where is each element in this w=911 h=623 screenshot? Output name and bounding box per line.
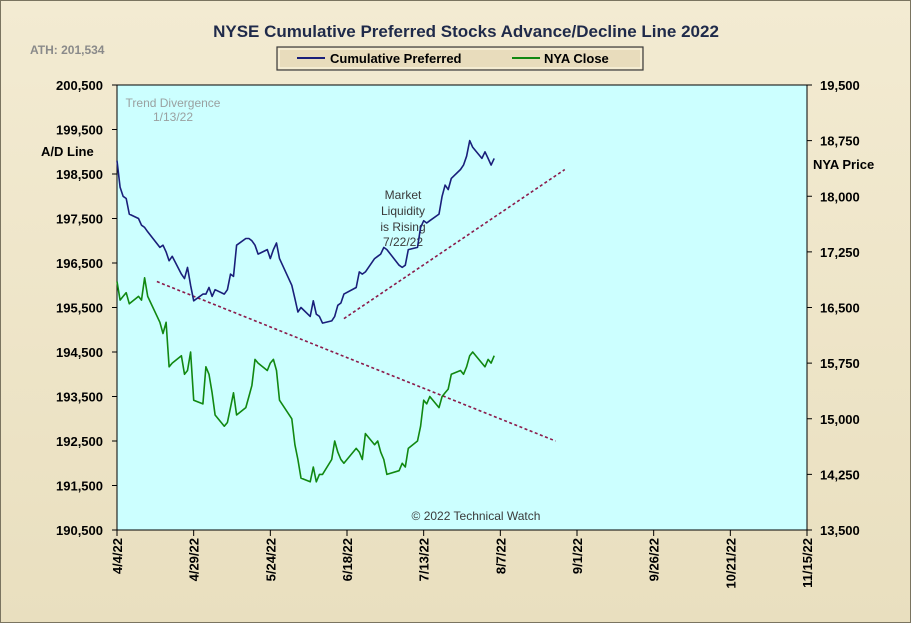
left-tick-label: 194,500 [56, 345, 103, 360]
trendline-liquidity [343, 168, 566, 320]
annotation-line: Trend Divergence [126, 96, 221, 110]
right-tick-label: 14,250 [820, 467, 860, 482]
right-tick-label: 18,750 [820, 134, 860, 149]
trendline-divergence [156, 280, 556, 442]
left-tick-label: 195,500 [56, 301, 103, 316]
annotation-line: Market [385, 188, 422, 202]
annotation-trend-divergence: Trend Divergence 1/13/22 [126, 96, 221, 124]
left-tick-label: 200,500 [56, 78, 103, 93]
right-tick-label: 15,000 [820, 412, 860, 427]
x-axis: 4/4/22 4/29/22 5/24/22 6/18/22 7/13/22 8/7/22… [110, 530, 815, 589]
left-tick-label: 196,500 [56, 256, 103, 271]
right-tick-label: 18,000 [820, 189, 860, 204]
chart-title: NYSE Cumulative Preferred Stocks Advance… [213, 22, 719, 41]
x-tick-label: 5/24/22 [263, 538, 278, 581]
legend: Cumulative Preferred NYA Close [276, 46, 644, 71]
series-line-nya-close [116, 276, 495, 483]
left-tick-label: 199,500 [56, 123, 103, 138]
ath-label: ATH: 201,534 [30, 43, 105, 57]
annotation-line: 1/13/22 [153, 110, 193, 124]
annotation-market-liquidity: Market Liquidity is Rising 7/22/22 [380, 188, 425, 249]
right-tick-label: 17,250 [820, 245, 860, 260]
series-line-cumulative-preferred [116, 139, 495, 324]
x-tick-label: 4/4/22 [110, 538, 125, 574]
legend-label-nya: NYA Close [544, 51, 609, 66]
trendlines [156, 168, 566, 442]
left-axis-label: A/D Line [41, 144, 94, 159]
left-tick-label: 198,500 [56, 167, 103, 182]
left-axis: 200,500 199,500 198,500 197,500 196,500 195,5… [56, 78, 117, 538]
left-tick-label: 197,500 [56, 212, 103, 227]
right-tick-label: 16,500 [820, 301, 860, 316]
left-tick-label: 192,500 [56, 434, 103, 449]
legend-label-cumulative: Cumulative Preferred [330, 51, 462, 66]
right-axis-label: NYA Price [813, 157, 874, 172]
right-tick-label: 15,750 [820, 356, 860, 371]
plot-area [116, 84, 808, 531]
left-tick-label: 191,500 [56, 479, 103, 494]
x-tick-label: 9/1/22 [570, 538, 585, 574]
right-tick-label: 19,500 [820, 78, 860, 93]
left-tick-label: 190,500 [56, 523, 103, 538]
copyright-label: © 2022 Technical Watch [412, 509, 541, 523]
x-tick-label: 4/29/22 [187, 538, 202, 581]
series-lines [116, 139, 495, 483]
left-tick-label: 193,500 [56, 390, 103, 405]
x-tick-label: 9/26/22 [647, 538, 662, 581]
annotation-line: is Rising [380, 220, 425, 234]
x-tick-label: 11/15/22 [800, 538, 815, 588]
x-tick-label: 10/21/22 [723, 538, 738, 589]
x-tick-label: 7/13/22 [417, 538, 432, 581]
annotation-line: Liquidity [381, 204, 425, 218]
x-tick-label: 8/7/22 [493, 538, 508, 574]
annotation-line: 7/22/22 [383, 235, 423, 249]
x-tick-label: 6/18/22 [340, 538, 355, 581]
right-tick-label: 13,500 [820, 523, 860, 538]
right-axis: 19,500 18,750 18,000 17,250 16,500 15,750 15,0… [807, 78, 860, 538]
